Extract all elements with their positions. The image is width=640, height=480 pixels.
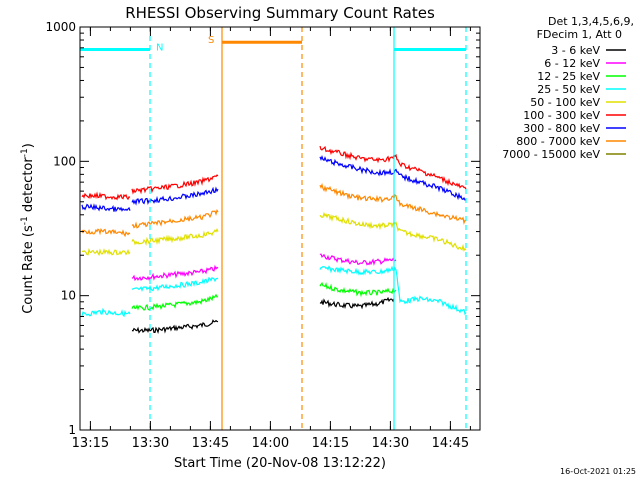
series-5-segment-1 — [81, 248, 131, 257]
series-5-segment-3 — [319, 211, 467, 252]
series-7-segment-2 — [131, 186, 219, 206]
timestamp: 16-Oct-2021 01:25 — [560, 467, 636, 476]
series-3-segment-2 — [319, 282, 397, 298]
series-1-segment-1 — [131, 319, 219, 335]
legend-label-6: 100 - 300 keV — [523, 109, 600, 122]
series-6-segment-2 — [131, 174, 219, 195]
x-tick-label: 14:45 — [432, 436, 469, 451]
series-8-segment-1 — [81, 228, 131, 238]
y-axis-label-part: detector — [21, 157, 36, 217]
legend-label-9: 7000 - 15000 keV — [502, 148, 600, 161]
legend-label-2: 6 - 12 keV — [544, 57, 600, 70]
series-2-segment-1 — [131, 264, 219, 282]
x-tick-label: 13:15 — [72, 436, 109, 451]
series-7-segment-3 — [319, 154, 467, 201]
legend-label-5: 50 - 100 keV — [530, 96, 600, 109]
y-axis-label-part: -1 — [20, 216, 30, 225]
series-4-segment-2 — [131, 276, 219, 292]
legend-label-1: 3 - 6 keV — [551, 44, 600, 57]
series-5-segment-2 — [131, 227, 219, 246]
series-3-segment-1 — [131, 293, 219, 311]
series-8-segment-3 — [319, 182, 467, 225]
series-7-segment-1 — [81, 203, 131, 213]
y-axis-label-part: -1 — [20, 148, 30, 157]
y-tick-label: 1000 — [45, 20, 76, 34]
y-axis-label-part: ) — [21, 143, 36, 148]
series-6-segment-1 — [81, 191, 131, 201]
series-4-segment-1 — [81, 307, 131, 318]
series-5 — [81, 211, 467, 257]
series-1 — [131, 296, 395, 335]
flag-label-3: S — [208, 35, 214, 46]
y-tick-label: 100 — [53, 154, 76, 168]
x-tick-label: 13:30 — [132, 436, 169, 451]
y-tick-label: 1 — [68, 423, 76, 437]
legend-header-line-2: FDecim 1, Att 0 — [537, 28, 622, 41]
legend-label-4: 25 - 50 keV — [537, 83, 600, 96]
x-tick-label: 14:00 — [252, 436, 289, 451]
legend-label-8: 800 - 7000 keV — [516, 135, 600, 148]
series-2 — [131, 253, 397, 282]
flag-label-1: N — [156, 42, 163, 53]
y-tick-label: 10 — [61, 289, 76, 303]
series-3 — [131, 282, 397, 311]
series-8-segment-2 — [131, 208, 219, 229]
series-4-segment-3 — [319, 265, 467, 316]
plot-frame — [79, 26, 481, 431]
legend-header-line-1: Det 1,3,4,5,6,9, — [548, 15, 634, 28]
x-axis-label: Start Time (20-Nov-08 13:12:22) — [174, 456, 386, 471]
series-8 — [81, 182, 467, 238]
series-1-segment-2 — [319, 296, 395, 310]
series-6 — [81, 145, 467, 201]
series-4 — [81, 265, 467, 318]
series-7 — [81, 154, 467, 213]
x-tick-label: 13:45 — [192, 436, 229, 451]
legend-label-7: 300 - 800 keV — [523, 122, 600, 135]
chart-title: RHESSI Observing Summary Count Rates — [125, 4, 435, 22]
legend-label-3: 12 - 25 keV — [537, 70, 600, 83]
series-2-segment-2 — [319, 253, 397, 266]
series-6-segment-3 — [319, 145, 467, 190]
y-axis-label-part: Count Rate (s — [21, 225, 36, 314]
y-axis-label: Count Rate (s-1 detector-1) — [20, 143, 36, 314]
x-tick-label: 14:15 — [312, 436, 349, 451]
x-tick-label: 14:30 — [372, 436, 409, 451]
